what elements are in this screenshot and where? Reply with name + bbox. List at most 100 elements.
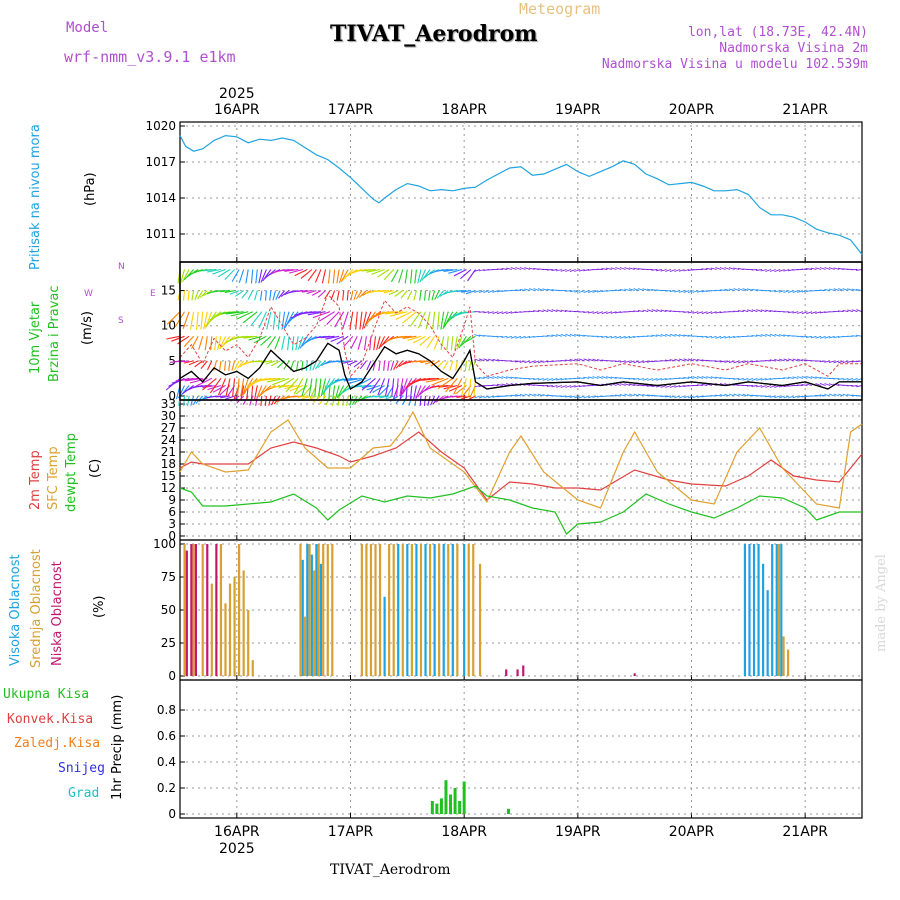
temperature-ytick-label: 15 — [161, 469, 176, 483]
wind-barb — [260, 395, 263, 407]
wind-barb — [408, 395, 413, 406]
wind-barb — [574, 395, 581, 399]
wind-barb — [394, 290, 404, 297]
wind-barb — [746, 385, 753, 387]
wind-barb — [328, 385, 331, 400]
wind-barb — [792, 358, 799, 362]
wind-barb — [519, 335, 526, 339]
wind-barb — [254, 385, 258, 400]
wind-barb — [542, 309, 549, 313]
wind-barb — [330, 335, 344, 343]
wind-barb — [828, 335, 835, 339]
wind-barb — [692, 395, 699, 399]
wind-barb — [209, 378, 222, 394]
cloud-bar — [406, 544, 409, 676]
wind-barb — [255, 269, 258, 284]
wind-barb — [710, 311, 717, 314]
wind-barb — [377, 378, 386, 396]
wind-barb — [340, 269, 349, 282]
wind-barb — [633, 377, 640, 380]
wind-barb — [656, 309, 663, 313]
precip-bar — [449, 794, 453, 814]
xaxis-top-label: 19APR — [555, 102, 601, 118]
wind-barb — [353, 290, 358, 301]
wind-barb — [266, 377, 285, 383]
wind-barb — [337, 395, 340, 406]
cloud-bar — [319, 563, 323, 676]
wind-barb — [769, 333, 776, 337]
wind-barb — [628, 288, 635, 292]
wind-barb — [615, 382, 622, 386]
wind-barb — [810, 267, 817, 270]
wind-barb — [533, 360, 540, 364]
wind-barb — [171, 335, 185, 342]
wind-barb — [501, 335, 508, 339]
wind-barb — [262, 269, 272, 282]
wind-barb — [833, 267, 840, 270]
wind-barb — [238, 269, 245, 283]
wind-barb — [560, 309, 567, 313]
cloud-bar — [192, 544, 195, 676]
temperature-ytick-label: 18 — [161, 457, 176, 471]
wind-barb — [842, 360, 849, 364]
wind-barb — [715, 267, 722, 270]
wind-barb — [389, 311, 408, 317]
wind-barb — [166, 311, 181, 325]
wind-barb — [501, 311, 508, 315]
wind-barb — [238, 335, 253, 339]
wind-barb — [419, 395, 422, 407]
cloud-bar — [424, 544, 427, 676]
wind-barb — [384, 378, 390, 397]
wind-barb — [260, 385, 272, 396]
wind-barb — [783, 269, 790, 272]
wind-barb — [619, 393, 626, 397]
wind-barb — [756, 309, 763, 313]
wind-barb — [474, 334, 481, 337]
wind-barb — [715, 311, 722, 314]
wind-barb — [583, 358, 590, 362]
wind-barb — [715, 335, 722, 339]
cloud-bar — [206, 544, 209, 676]
wind-barbs — [165, 267, 863, 407]
wind-barb — [338, 385, 349, 397]
wind-barb — [528, 267, 535, 270]
wind-barb — [774, 395, 781, 399]
wind-barb — [815, 311, 822, 314]
wind-barb — [183, 395, 186, 407]
temperature-ytick-label: 6 — [168, 505, 176, 519]
cloud-bar — [410, 544, 413, 676]
wind-barb — [425, 377, 444, 383]
wind-barb — [819, 360, 826, 363]
wind-barb — [195, 377, 213, 387]
wind-barb — [733, 335, 740, 339]
wind-ytick-label: 10 — [161, 319, 176, 333]
wind-barb — [331, 395, 336, 406]
wind-barb — [412, 335, 426, 344]
wind-barb — [674, 333, 681, 337]
wind-barb — [453, 269, 467, 277]
temperature-series-0 — [179, 431, 863, 501]
wind-barb — [597, 311, 603, 315]
cloud-bar — [478, 563, 482, 676]
wind-barb — [183, 360, 194, 364]
wind-barb — [765, 269, 772, 272]
wind-barb — [610, 394, 617, 397]
wind-barb — [574, 358, 581, 362]
wind-barb — [842, 309, 849, 313]
wind-barb — [815, 376, 822, 379]
wind-barb — [788, 290, 794, 294]
cloud-ytick-label: 75 — [161, 570, 176, 584]
wind-barb — [215, 395, 226, 398]
wind-barb — [461, 395, 472, 400]
wind-barb — [519, 360, 526, 363]
temperature-frame — [179, 399, 863, 541]
wind-barb — [665, 333, 672, 337]
wind-barb — [742, 393, 749, 397]
wind-barb — [437, 377, 454, 390]
wind-barb — [596, 290, 603, 293]
cloud-bar — [775, 544, 778, 676]
wind-barb — [615, 335, 622, 339]
wind-barb — [431, 377, 449, 386]
wind-barb — [366, 360, 372, 371]
wind-barb — [414, 269, 417, 284]
